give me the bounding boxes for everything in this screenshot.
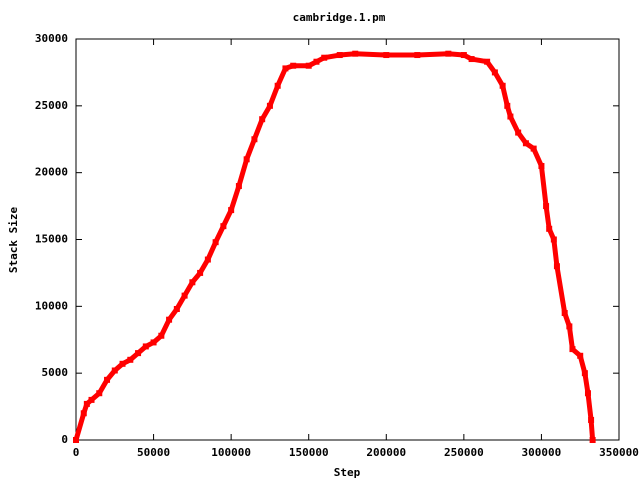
point [553, 263, 560, 270]
point [491, 69, 498, 76]
point [150, 339, 157, 346]
point [104, 376, 111, 383]
point [589, 437, 596, 443]
point [197, 269, 204, 276]
point [445, 50, 452, 57]
point [259, 116, 266, 123]
point [96, 390, 103, 397]
point [538, 162, 545, 169]
x-tick-label: 50000 [137, 446, 170, 459]
x-tick-label: 0 [73, 446, 80, 459]
y-tick-label: 25000 [35, 99, 68, 112]
y-tick-label: 15000 [35, 233, 68, 246]
point [499, 82, 506, 89]
point [515, 129, 522, 136]
point [543, 203, 550, 210]
point [243, 156, 250, 163]
y-tick-label: 10000 [35, 299, 68, 312]
point [220, 223, 227, 230]
y-tick-label: 30000 [35, 32, 68, 45]
x-tick-label: 250000 [444, 446, 484, 459]
point [189, 279, 196, 286]
point [588, 416, 595, 423]
point [181, 292, 188, 299]
point [566, 323, 573, 330]
point [507, 113, 514, 120]
x-tick-label: 150000 [289, 446, 329, 459]
y-tick-label: 5000 [42, 366, 69, 379]
point [305, 62, 312, 69]
point [414, 52, 421, 59]
point [158, 332, 165, 339]
point [235, 183, 242, 190]
point [484, 58, 491, 65]
point [135, 350, 142, 357]
point [468, 56, 475, 63]
point [166, 316, 173, 323]
point [266, 102, 273, 109]
point [530, 145, 537, 152]
x-tick-label: 100000 [211, 446, 251, 459]
point [352, 50, 359, 57]
point [321, 54, 328, 61]
point [577, 352, 584, 359]
point [204, 256, 211, 263]
chart-title: cambridge.1.pm [293, 11, 386, 24]
y-tick-label: 20000 [35, 166, 68, 179]
point [73, 437, 79, 443]
point [336, 52, 343, 59]
point [313, 58, 320, 65]
x-tick-label: 300000 [522, 446, 562, 459]
point [550, 236, 557, 243]
point [584, 390, 591, 397]
x-axis-label: Step [334, 466, 361, 479]
point [504, 102, 511, 109]
point [383, 52, 390, 59]
data-line [73, 51, 596, 441]
point [581, 370, 588, 377]
point [290, 62, 297, 69]
point [251, 136, 258, 143]
x-tick-label: 200000 [366, 446, 406, 459]
point [88, 396, 95, 403]
point [546, 225, 553, 232]
y-tick-label: 0 [61, 433, 68, 446]
point [83, 400, 90, 407]
point [460, 52, 467, 59]
x-tick-label: 350000 [599, 446, 639, 459]
point [274, 82, 281, 89]
point [127, 356, 134, 363]
point [569, 346, 576, 353]
point [212, 239, 219, 246]
point [228, 207, 235, 214]
point [561, 310, 568, 317]
point [111, 367, 118, 374]
y-axis-label: Stack Size [7, 207, 20, 274]
point [119, 360, 126, 367]
point [173, 306, 180, 313]
point [80, 410, 87, 417]
point [282, 65, 289, 72]
point [522, 140, 529, 147]
point [142, 343, 149, 350]
plot-frame [75, 38, 620, 441]
